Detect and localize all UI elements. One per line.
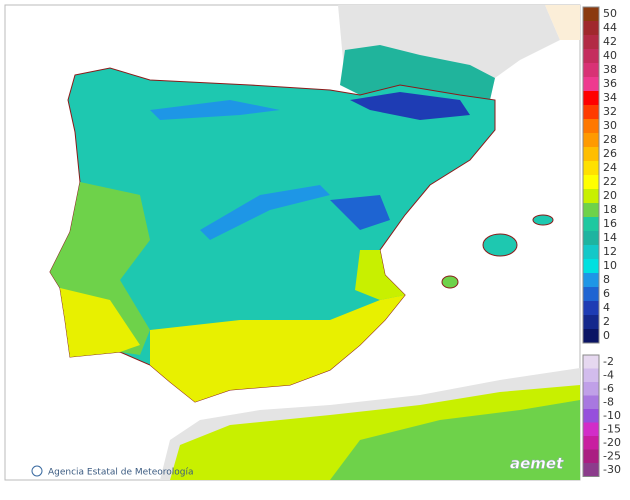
- legend-label: -6: [603, 382, 614, 395]
- legend-label: 10: [603, 259, 617, 272]
- legend-label: 38: [603, 63, 617, 76]
- legend-swatch: [583, 329, 599, 343]
- credit: Agencia Estatal de Meteorología: [48, 468, 194, 478]
- legend-swatch: [583, 203, 599, 217]
- legend-label: 34: [603, 91, 617, 104]
- legend-label: -20: [603, 436, 621, 449]
- legend-swatch: [583, 449, 599, 463]
- legend-swatch: [583, 105, 599, 119]
- legend-swatch: [583, 259, 599, 273]
- legend-swatch: [583, 49, 599, 63]
- legend-label: 24: [603, 161, 617, 174]
- legend-label: 32: [603, 105, 617, 118]
- legend-label: -4: [603, 368, 614, 381]
- legend-swatch: [583, 245, 599, 259]
- legend-swatch: [583, 7, 599, 21]
- legend-swatch: [583, 77, 599, 91]
- legend-label: 50: [603, 7, 617, 20]
- legend-label: 40: [603, 49, 617, 62]
- legend-swatch: [583, 161, 599, 175]
- legend-label: -15: [603, 422, 621, 435]
- legend-swatch: [583, 463, 599, 477]
- legend-swatch: [583, 35, 599, 49]
- legend-swatch: [583, 119, 599, 133]
- mallorca: [482, 233, 518, 257]
- legend-swatch: [583, 147, 599, 161]
- legend-label: 18: [603, 203, 617, 216]
- legend-swatch: [583, 175, 599, 189]
- legend-label: 28: [603, 133, 617, 146]
- legend-border: [582, 6, 600, 344]
- legend-swatch: [583, 273, 599, 287]
- africa-mild: [330, 400, 580, 480]
- legend-swatch: [583, 133, 599, 147]
- legend-label: 42: [603, 35, 617, 48]
- legend-label: 14: [603, 231, 617, 244]
- east-warm: [355, 250, 405, 300]
- ibiza: [441, 275, 459, 289]
- legend-label: 22: [603, 175, 617, 188]
- france-pyrenees: [340, 45, 495, 100]
- legend-label: 2: [603, 315, 610, 328]
- legend-label: 12: [603, 245, 617, 258]
- legend-swatch: [583, 368, 599, 382]
- legend-label: -8: [603, 395, 614, 408]
- credit-icon: [31, 465, 43, 477]
- legend-label: 26: [603, 147, 617, 160]
- legend-swatch: [583, 287, 599, 301]
- legend-swatch: [583, 217, 599, 231]
- legend-swatch: [583, 422, 599, 436]
- legend-swatch: [583, 436, 599, 450]
- cantabrian-range: [150, 100, 280, 120]
- legend-swatch: [583, 409, 599, 423]
- legend-swatch: [583, 21, 599, 35]
- legend-label: -30: [603, 463, 621, 476]
- legend-label: 16: [603, 217, 617, 230]
- southwest-hot: [60, 288, 140, 357]
- legend-label: 4: [603, 301, 610, 314]
- legend-swatch: [583, 63, 599, 77]
- menorca: [532, 214, 554, 226]
- legend-swatch: [583, 382, 599, 396]
- legend-label: -25: [603, 449, 621, 462]
- legend-label: 36: [603, 77, 617, 90]
- italy-edge: [545, 5, 580, 40]
- legend-label: -10: [603, 409, 621, 422]
- legend-label: 20: [603, 189, 617, 202]
- logo: aemet: [510, 455, 564, 473]
- legend-border: [582, 354, 600, 477]
- legend-swatch: [583, 395, 599, 409]
- legend-swatch: [583, 91, 599, 105]
- legend-swatch: [583, 355, 599, 369]
- legend-label: -2: [603, 355, 614, 368]
- central-range: [200, 185, 330, 240]
- pyrenees-cold: [350, 92, 470, 120]
- legend-label: 44: [603, 21, 617, 34]
- legend-label: 6: [603, 287, 610, 300]
- legend-swatch: [583, 189, 599, 203]
- legend-swatch: [583, 315, 599, 329]
- iberian-range: [330, 195, 390, 230]
- south-hot: [150, 295, 405, 402]
- legend-swatch: [583, 231, 599, 245]
- legend-label: 8: [603, 273, 610, 286]
- legend-label: 0: [603, 329, 610, 342]
- legend-swatch: [583, 301, 599, 315]
- legend-label: 30: [603, 119, 617, 132]
